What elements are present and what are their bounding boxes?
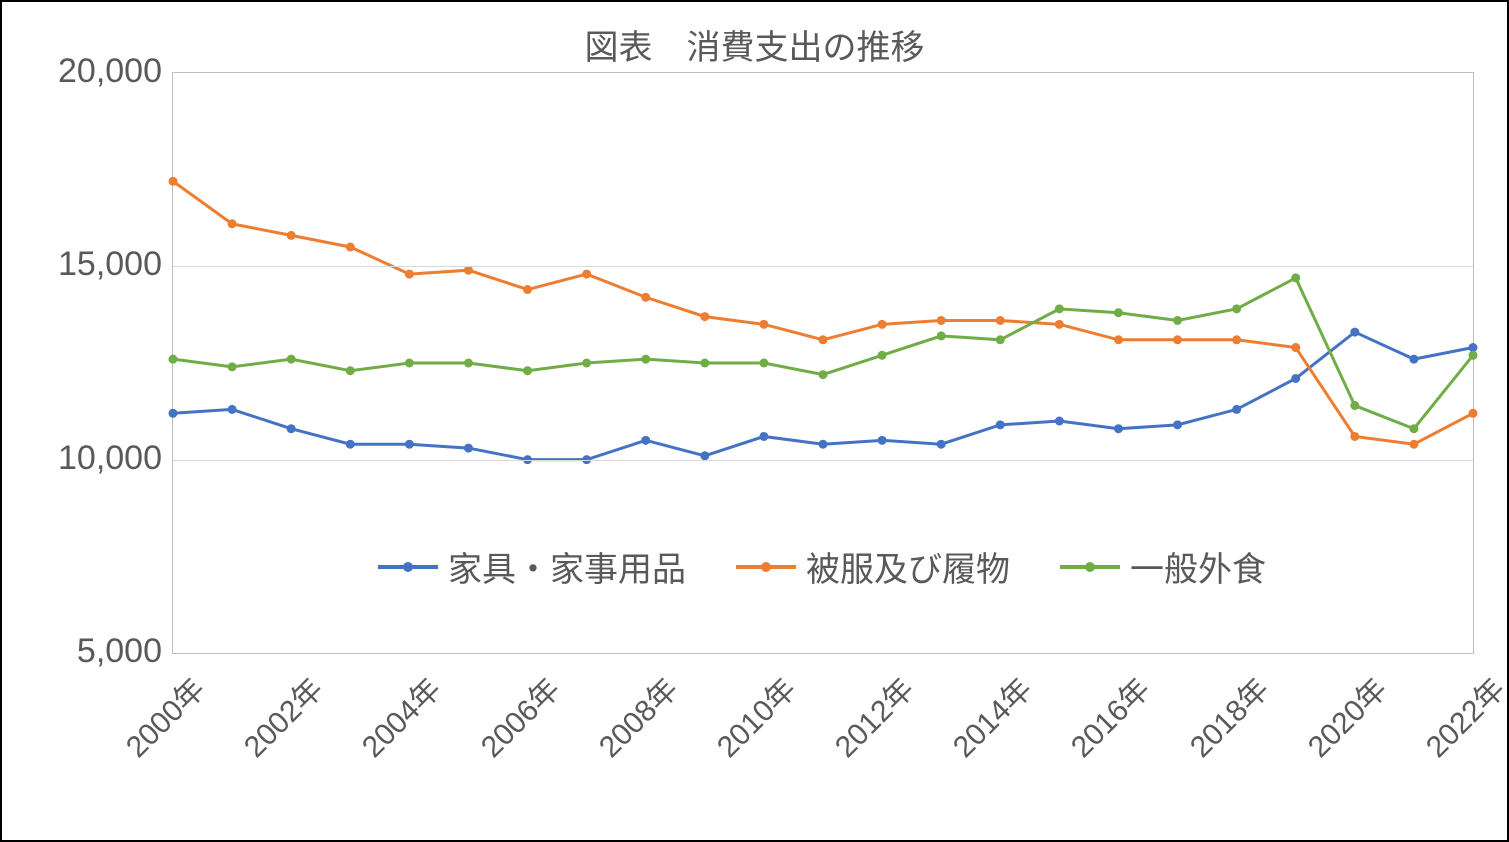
legend-label: 家具・家事用品 bbox=[448, 542, 686, 591]
series-marker bbox=[819, 440, 828, 449]
series-marker bbox=[1055, 417, 1064, 426]
series-marker bbox=[228, 405, 237, 414]
x-axis-tick-label: 2004年 bbox=[334, 666, 450, 782]
series-marker bbox=[759, 359, 768, 368]
series-marker bbox=[287, 355, 296, 364]
series-marker bbox=[996, 420, 1005, 429]
series-marker bbox=[464, 359, 473, 368]
series-marker bbox=[1350, 432, 1359, 441]
legend-item: 被服及び履物 bbox=[736, 542, 1010, 591]
y-axis-tick-label: 5,000 bbox=[32, 632, 162, 671]
series-marker bbox=[937, 440, 946, 449]
x-axis-tick-label: 2018年 bbox=[1161, 666, 1277, 782]
series-marker bbox=[819, 335, 828, 344]
series-marker bbox=[1173, 420, 1182, 429]
x-axis-tick-label: 2012年 bbox=[806, 666, 922, 782]
series-marker bbox=[700, 359, 709, 368]
series-marker bbox=[346, 440, 355, 449]
series-marker bbox=[641, 436, 650, 445]
y-axis-tick-label: 20,000 bbox=[32, 52, 162, 91]
series-marker bbox=[405, 359, 414, 368]
series-line bbox=[173, 278, 1473, 429]
legend-item: 一般外食 bbox=[1060, 542, 1266, 591]
series-marker bbox=[228, 362, 237, 371]
series-marker bbox=[1350, 328, 1359, 337]
legend-swatch bbox=[378, 565, 438, 569]
legend-swatch bbox=[1060, 565, 1120, 569]
series-marker bbox=[700, 312, 709, 321]
series-marker bbox=[878, 436, 887, 445]
legend-label: 被服及び履物 bbox=[806, 542, 1010, 591]
series-marker bbox=[937, 331, 946, 340]
x-axis-tick-label: 2016年 bbox=[1043, 666, 1159, 782]
series-marker bbox=[1350, 401, 1359, 410]
x-axis-tick-label: 2014年 bbox=[924, 666, 1040, 782]
series-marker bbox=[759, 320, 768, 329]
series-marker bbox=[1232, 335, 1241, 344]
legend: 家具・家事用品 被服及び履物 一般外食 bbox=[172, 542, 1472, 591]
y-axis-tick-label: 10,000 bbox=[32, 439, 162, 478]
series-marker bbox=[523, 366, 532, 375]
series-marker bbox=[523, 285, 532, 294]
series-marker bbox=[937, 316, 946, 325]
series-marker bbox=[996, 316, 1005, 325]
series-marker bbox=[169, 355, 178, 364]
chart-title: 図表 消費支出の推移 bbox=[2, 20, 1507, 69]
legend-swatch bbox=[736, 565, 796, 569]
series-marker bbox=[1114, 424, 1123, 433]
y-axis-tick-label: 15,000 bbox=[32, 245, 162, 284]
x-axis-tick-label: 2006年 bbox=[452, 666, 568, 782]
series-marker bbox=[169, 177, 178, 186]
series-marker bbox=[641, 293, 650, 302]
series-marker bbox=[878, 320, 887, 329]
series-marker bbox=[228, 219, 237, 228]
series-marker bbox=[1291, 374, 1300, 383]
legend-item: 家具・家事用品 bbox=[378, 542, 686, 591]
series-marker bbox=[464, 444, 473, 453]
series-marker bbox=[1409, 424, 1418, 433]
series-marker bbox=[1173, 335, 1182, 344]
series-marker bbox=[1055, 304, 1064, 313]
series-marker bbox=[1469, 351, 1478, 360]
series-marker bbox=[1469, 409, 1478, 418]
chart-container: 図表 消費支出の推移 家具・家事用品 被服及び履物 一般外食 5,000 10,000… bbox=[0, 0, 1509, 842]
series-marker bbox=[1409, 355, 1418, 364]
series-marker bbox=[582, 359, 591, 368]
series-marker bbox=[346, 366, 355, 375]
x-axis-tick-label: 2002年 bbox=[215, 666, 331, 782]
series-marker bbox=[819, 370, 828, 379]
series-marker bbox=[1055, 320, 1064, 329]
series-marker bbox=[996, 335, 1005, 344]
series-marker bbox=[405, 270, 414, 279]
series-marker bbox=[405, 440, 414, 449]
series-marker bbox=[1232, 304, 1241, 313]
series-marker bbox=[169, 409, 178, 418]
series-marker bbox=[582, 270, 591, 279]
series-marker bbox=[1409, 440, 1418, 449]
series-marker bbox=[1114, 335, 1123, 344]
x-axis-tick-label: 2010年 bbox=[688, 666, 804, 782]
series-line bbox=[173, 181, 1473, 444]
series-marker bbox=[1173, 316, 1182, 325]
legend-label: 一般外食 bbox=[1130, 542, 1266, 591]
x-axis-tick-label: 2022年 bbox=[1397, 666, 1509, 782]
x-axis-tick-label: 2000年 bbox=[97, 666, 213, 782]
gridline bbox=[173, 266, 1473, 267]
series-marker bbox=[287, 424, 296, 433]
series-marker bbox=[1469, 343, 1478, 352]
x-axis-tick-label: 2008年 bbox=[570, 666, 686, 782]
series-marker bbox=[878, 351, 887, 360]
series-marker bbox=[759, 432, 768, 441]
series-marker bbox=[346, 243, 355, 252]
series-marker bbox=[641, 355, 650, 364]
series-marker bbox=[287, 231, 296, 240]
series-marker bbox=[1291, 273, 1300, 282]
x-axis-tick-label: 2020年 bbox=[1279, 666, 1395, 782]
series-marker bbox=[1114, 308, 1123, 317]
gridline bbox=[173, 460, 1473, 461]
series-marker bbox=[1232, 405, 1241, 414]
series-marker bbox=[1291, 343, 1300, 352]
